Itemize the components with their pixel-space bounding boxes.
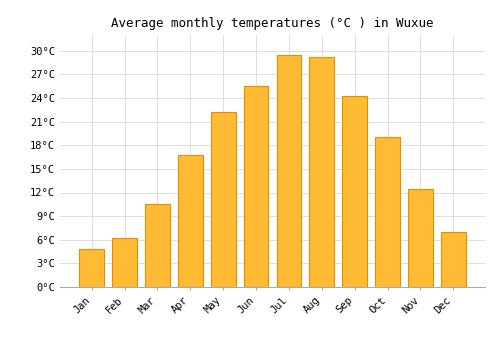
Bar xyxy=(276,55,301,287)
Bar xyxy=(408,189,433,287)
Bar xyxy=(376,137,400,287)
Bar xyxy=(178,155,203,287)
Bar xyxy=(310,57,334,287)
Bar xyxy=(244,86,268,287)
Bar xyxy=(145,204,170,287)
Bar xyxy=(80,249,104,287)
Bar xyxy=(441,232,466,287)
Title: Average monthly temperatures (°C ) in Wuxue: Average monthly temperatures (°C ) in Wu… xyxy=(111,17,434,30)
Bar xyxy=(211,112,236,287)
Bar xyxy=(342,97,367,287)
Bar xyxy=(112,238,137,287)
